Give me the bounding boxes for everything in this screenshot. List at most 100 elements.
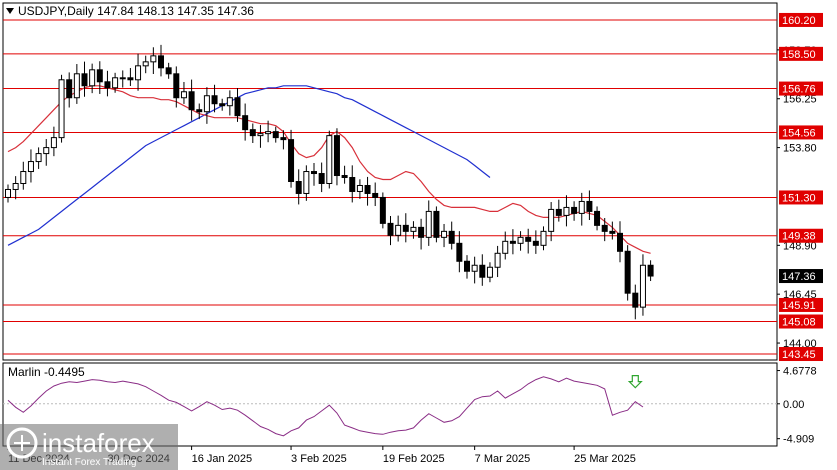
candle-body bbox=[395, 224, 402, 236]
candle-body bbox=[609, 230, 616, 234]
oscillator-line bbox=[7, 376, 644, 437]
time-tick-label: 3 Feb 2025 bbox=[291, 453, 347, 465]
candle-body bbox=[387, 222, 394, 236]
price-panel-frame bbox=[2, 2, 778, 361]
candle-body bbox=[280, 137, 287, 141]
candle-body bbox=[96, 69, 103, 83]
candle-body bbox=[632, 292, 639, 308]
candle-body bbox=[119, 77, 126, 80]
candle-body bbox=[464, 260, 470, 272]
collapse-triangle-icon[interactable] bbox=[6, 8, 14, 14]
time-tick-label: 25 Mar 2025 bbox=[574, 453, 636, 465]
candle-body bbox=[402, 224, 409, 232]
candle-body bbox=[318, 173, 325, 184]
marlin-oscillator bbox=[3, 375, 777, 437]
price-tick-label: 153.80 bbox=[783, 143, 817, 155]
level-label-bg bbox=[779, 314, 823, 329]
candle-body bbox=[532, 240, 539, 246]
candle-body bbox=[525, 236, 532, 242]
level-label-bg bbox=[779, 46, 823, 61]
level-label: 143.45 bbox=[782, 349, 816, 361]
candle-body bbox=[647, 264, 654, 277]
candle-body bbox=[180, 91, 187, 99]
level-label: 158.50 bbox=[782, 49, 816, 61]
time-tick-label: 7 Mar 2025 bbox=[475, 453, 531, 465]
candle-body bbox=[555, 208, 562, 216]
candle-body bbox=[639, 264, 646, 308]
candle-body bbox=[601, 224, 608, 232]
candle-body bbox=[425, 210, 432, 238]
candle-body bbox=[356, 184, 363, 192]
candle-body bbox=[456, 242, 463, 262]
candle-body bbox=[226, 97, 233, 107]
candle-body bbox=[158, 55, 164, 69]
level-label-bg bbox=[779, 297, 823, 312]
candle-body bbox=[81, 73, 88, 87]
candle-body bbox=[12, 182, 19, 190]
level-label: 145.08 bbox=[782, 317, 816, 329]
candle-body bbox=[73, 73, 80, 99]
candle-body bbox=[433, 210, 440, 238]
watermark-tagline: Instant Forex Trading bbox=[42, 457, 137, 468]
level-label-bg bbox=[779, 228, 823, 243]
oscillator-tick-label: -4.909 bbox=[783, 434, 814, 446]
current-price-label: 147.36 bbox=[782, 271, 816, 283]
time-tick-label: 19 Feb 2025 bbox=[383, 453, 445, 465]
time-tick-label: 16 Jan 2025 bbox=[192, 453, 253, 465]
candle-body bbox=[295, 181, 302, 194]
candle-body bbox=[188, 91, 195, 111]
candle-body bbox=[173, 73, 180, 99]
candle-body bbox=[418, 226, 425, 238]
candle-body bbox=[502, 240, 509, 254]
candle-body bbox=[104, 81, 111, 89]
candle-body bbox=[219, 103, 226, 107]
candle-body bbox=[135, 65, 142, 81]
candle-body bbox=[333, 135, 340, 177]
candle-body bbox=[479, 264, 486, 278]
candle-body bbox=[594, 210, 601, 226]
slow-ma-line bbox=[7, 85, 491, 246]
candle-body bbox=[27, 161, 34, 173]
level-label: 156.76 bbox=[782, 84, 816, 96]
candle-body bbox=[586, 200, 593, 212]
candle-body bbox=[341, 175, 348, 179]
candle-body bbox=[563, 206, 570, 216]
candle-body bbox=[272, 131, 279, 139]
candle-body bbox=[494, 252, 501, 268]
level-label: 151.30 bbox=[782, 192, 816, 204]
candle-body bbox=[372, 192, 379, 198]
candle-body bbox=[441, 230, 448, 238]
candle-body bbox=[303, 171, 310, 194]
candle-body bbox=[66, 79, 73, 99]
candlesticks bbox=[5, 44, 654, 320]
candle-body bbox=[624, 250, 631, 294]
candle-body bbox=[150, 55, 157, 63]
candle-body bbox=[58, 79, 65, 139]
candle-body bbox=[203, 95, 210, 113]
candle-body bbox=[364, 184, 371, 194]
slow-moving-average bbox=[7, 85, 491, 246]
candle-body bbox=[617, 232, 623, 252]
candle-body bbox=[571, 206, 578, 214]
down-arrow-icon bbox=[627, 375, 643, 389]
candle-body bbox=[540, 230, 547, 246]
level-label: 149.38 bbox=[782, 231, 816, 243]
candle-body bbox=[257, 133, 264, 137]
candle-body bbox=[242, 115, 249, 131]
level-label: 145.91 bbox=[782, 300, 816, 312]
oscillator-title: Marlin -0.4495 bbox=[8, 365, 85, 379]
candle-body bbox=[349, 177, 356, 192]
level-label-bg bbox=[779, 347, 823, 362]
candle-body bbox=[548, 208, 555, 232]
level-label-bg bbox=[779, 12, 823, 27]
level-label: 160.20 bbox=[782, 15, 816, 27]
level-label-bg bbox=[779, 81, 823, 96]
instaforex-logo: instaforex Instant Forex Trading bbox=[0, 424, 178, 470]
candle-body bbox=[517, 236, 524, 244]
candle-body bbox=[486, 266, 493, 278]
price-tick-label: 148.90 bbox=[783, 240, 817, 252]
oscillator-panel-frame bbox=[2, 362, 778, 447]
candle-body bbox=[5, 188, 11, 198]
level-label-bg bbox=[779, 190, 823, 205]
